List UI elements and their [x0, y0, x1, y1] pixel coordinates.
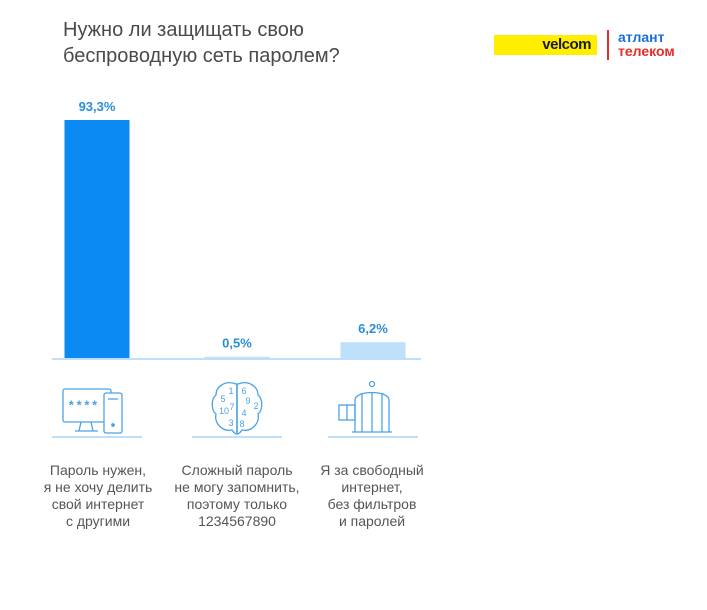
chart-title: Нужно ли защищать свою беспроводную сеть…	[63, 17, 463, 69]
cage-dome	[354, 391, 390, 432]
brain-digit-9: 3	[228, 418, 233, 428]
brain-digit-4: 9	[245, 396, 250, 406]
brain-digit-8: 4	[241, 408, 246, 418]
monitor-stand-left	[78, 421, 82, 432]
brain-digit-10: 8	[239, 419, 244, 429]
category-3-line-1: Я за свободный	[320, 462, 424, 478]
velcom-logo: velcom	[494, 35, 597, 55]
password-stars: ****	[67, 399, 98, 414]
category-1-line-3: свой интернет	[51, 496, 145, 512]
tower-case	[103, 392, 123, 434]
bar-3	[340, 342, 406, 358]
cage-ring	[368, 380, 376, 388]
category-2-line-2: не могу запомнить,	[174, 479, 300, 495]
category-2-line-3: поэтому только	[186, 496, 288, 512]
category-2-line-1: Сложный пароль	[181, 462, 293, 478]
computer-password-icon: ****	[62, 388, 123, 434]
data-label-2: 0,5%	[222, 336, 252, 351]
category-label-2: Сложный пароль не могу запомнить, поэтом…	[162, 462, 312, 530]
chart-title-line-1: Нужно ли защищать свою	[63, 19, 304, 41]
brain-digit-5: 7	[229, 402, 234, 412]
atlant-logo-line-1: атлант	[618, 29, 665, 45]
tower-button	[111, 423, 115, 427]
atlant-logo-line-2: телеком	[618, 43, 675, 59]
category-1-line-1: Пароль нужен,	[49, 462, 147, 478]
chart-title-line-2: беспроводную сеть паролем?	[63, 45, 340, 67]
brain-right-hemisphere	[236, 382, 263, 435]
brain-digit-6: 2	[253, 401, 258, 411]
category-3-line-3: без фильтров	[327, 496, 417, 512]
brain-digit-7: 10	[219, 406, 229, 416]
category-2-line-4: 1234567890	[198, 513, 276, 529]
category-1-line-2: я не хочу делить	[43, 479, 153, 495]
birdcage-icon	[338, 380, 392, 433]
bar-1	[64, 120, 130, 358]
atlant-telecom-logo: атлант телеком	[618, 30, 675, 58]
brand-logos: velcom атлант телеком	[494, 30, 684, 62]
brain-digit-2: 6	[241, 386, 246, 396]
category-3-line-4: и паролей	[338, 513, 406, 529]
category-label-3: Я за свободный интернет, без фильтров и …	[297, 462, 447, 530]
bar-2	[204, 356, 270, 358]
brain-digit-1: 1	[228, 386, 233, 396]
brain-numbers-icon: 1 6 5 9 7 2 10 43 8	[211, 382, 263, 435]
data-label-3: 6,2%	[358, 321, 388, 336]
brain-digit-3: 5	[220, 394, 225, 404]
brain-left-hemisphere	[211, 382, 238, 435]
monitor-stand-right	[90, 421, 94, 432]
category-label-1: Пароль нужен, я не хочу делить свой инте…	[23, 462, 173, 530]
category-3-line-2: интернет,	[341, 479, 403, 495]
category-1-line-4: с другими	[65, 513, 131, 529]
logo-divider	[607, 30, 609, 60]
data-label-1: 93,3%	[79, 99, 116, 114]
